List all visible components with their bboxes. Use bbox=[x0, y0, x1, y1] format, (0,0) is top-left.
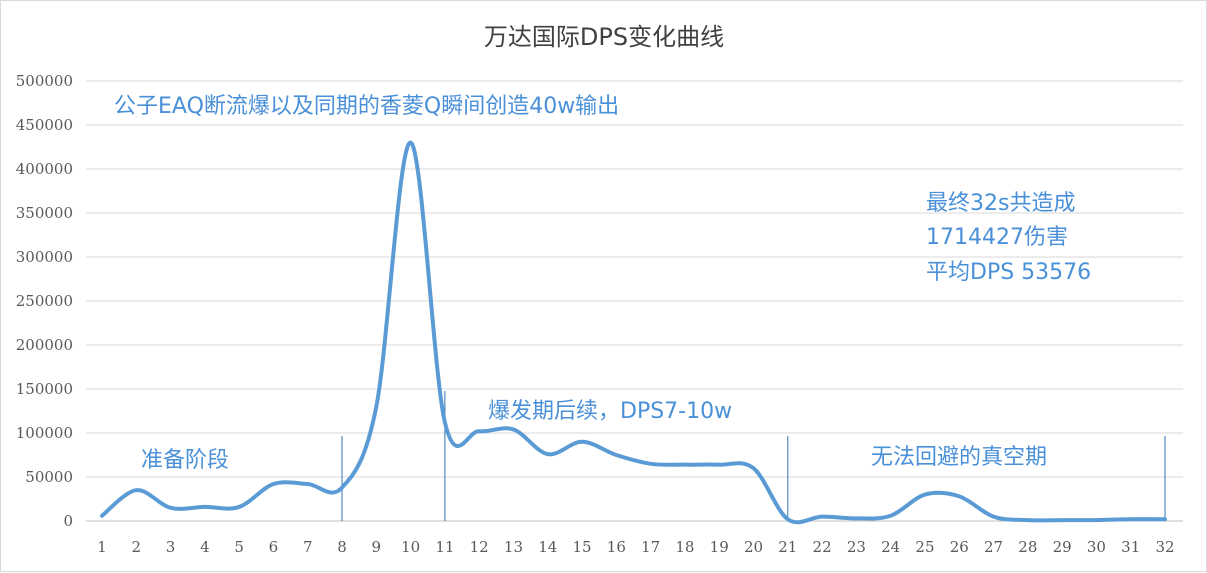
x-tick-label: 14 bbox=[538, 538, 557, 556]
summary-average-dps: 平均DPS 53576 bbox=[926, 260, 1091, 285]
x-tick-label: 11 bbox=[435, 538, 454, 556]
x-tick-label: 29 bbox=[1053, 538, 1072, 556]
dps-data-point bbox=[752, 466, 756, 470]
dps-data-point bbox=[340, 486, 344, 490]
dps-data-point bbox=[1060, 518, 1064, 522]
x-tick-label: 5 bbox=[234, 538, 244, 556]
dps-data-point bbox=[477, 429, 481, 433]
x-tick-label: 13 bbox=[504, 538, 523, 556]
y-tick-label: 200000 bbox=[16, 336, 73, 354]
x-tick-label: 31 bbox=[1121, 538, 1140, 556]
x-tick-label: 9 bbox=[372, 538, 382, 556]
x-tick-label: 17 bbox=[641, 538, 660, 556]
x-tick-label: 21 bbox=[778, 538, 797, 556]
dps-data-point bbox=[169, 506, 173, 510]
y-tick-label: 100000 bbox=[16, 424, 73, 442]
y-tick-label: 500000 bbox=[16, 72, 73, 90]
chart-title: 万达国际DPS变化曲线 bbox=[484, 23, 724, 51]
dps-data-point bbox=[923, 493, 927, 497]
dps-data-point bbox=[820, 515, 824, 519]
dps-data-point bbox=[546, 452, 550, 456]
y-tick-label: 50000 bbox=[25, 468, 73, 486]
x-tick-label: 20 bbox=[744, 538, 763, 556]
y-tick-label: 400000 bbox=[16, 160, 73, 178]
x-tick-label: 6 bbox=[269, 538, 279, 556]
dps-data-point bbox=[854, 516, 858, 520]
dps-data-point bbox=[100, 514, 104, 518]
x-tick-label: 16 bbox=[607, 538, 626, 556]
x-tick-label: 12 bbox=[470, 538, 489, 556]
x-tick-label: 3 bbox=[166, 538, 176, 556]
dps-data-point bbox=[443, 420, 447, 424]
y-axis-ticks: 0 50000 100000 150000 200000 250000 300000 3500… bbox=[16, 72, 73, 530]
x-tick-label: 4 bbox=[200, 538, 210, 556]
dps-data-point bbox=[683, 463, 687, 467]
x-tick-label: 19 bbox=[710, 538, 729, 556]
x-tick-label: 25 bbox=[915, 538, 934, 556]
y-tick-label: 0 bbox=[63, 512, 73, 530]
x-tick-label: 27 bbox=[984, 538, 1003, 556]
x-tick-label: 2 bbox=[132, 538, 142, 556]
x-tick-label: 1 bbox=[97, 538, 107, 556]
x-tick-label: 26 bbox=[950, 538, 969, 556]
dps-data-point bbox=[889, 514, 893, 518]
dps-data-point bbox=[1129, 517, 1133, 521]
x-tick-label: 10 bbox=[401, 538, 420, 556]
dps-data-point bbox=[409, 141, 413, 145]
dps-data-point bbox=[580, 440, 584, 444]
dps-data-point bbox=[786, 517, 790, 521]
dps-data-point bbox=[237, 505, 241, 509]
dps-series-line bbox=[100, 140, 1167, 525]
series-layer bbox=[100, 140, 1167, 525]
dps-data-point bbox=[717, 463, 721, 467]
dps-data-point bbox=[614, 453, 618, 457]
x-tick-label: 7 bbox=[303, 538, 313, 556]
x-tick-label: 30 bbox=[1087, 538, 1106, 556]
grid-layer bbox=[86, 80, 1183, 522]
dps-data-point bbox=[957, 494, 961, 498]
annotation-peak-note: 公子EAQ断流爆以及同期的香菱Q瞬间创造40w输出 bbox=[114, 94, 619, 119]
x-tick-label: 15 bbox=[573, 538, 592, 556]
dps-data-point bbox=[649, 462, 653, 466]
x-tick-label: 32 bbox=[1155, 538, 1174, 556]
annotation-prep-phase: 准备阶段 bbox=[141, 448, 229, 473]
x-tick-label: 22 bbox=[813, 538, 832, 556]
dps-data-point bbox=[374, 405, 378, 409]
y-tick-label: 250000 bbox=[16, 292, 73, 310]
x-axis-ticks: 1 2 3 4 5 6 7 8 9 10 11 12 13 14 15 16 17 18 19 20 21 22 23 24 2… bbox=[97, 538, 1174, 556]
dps-data-point bbox=[1026, 518, 1030, 522]
dps-data-point bbox=[1163, 517, 1167, 521]
x-tick-label: 28 bbox=[1018, 538, 1037, 556]
annotation-vacuum-phase: 无法回避的真空期 bbox=[871, 445, 1047, 470]
y-tick-label: 300000 bbox=[16, 248, 73, 266]
y-tick-label: 150000 bbox=[16, 380, 73, 398]
x-tick-label: 24 bbox=[881, 538, 900, 556]
x-tick-label: 8 bbox=[337, 538, 347, 556]
summary-total-time: 最终32s共造成 bbox=[926, 191, 1075, 216]
annotation-burst-followup: 爆发期后续，DPS7-10w bbox=[488, 399, 732, 424]
x-tick-label: 23 bbox=[847, 538, 866, 556]
dps-data-point bbox=[203, 505, 207, 509]
y-tick-label: 350000 bbox=[16, 204, 73, 222]
dps-data-point bbox=[1094, 518, 1098, 522]
dps-data-point bbox=[511, 427, 515, 431]
x-tick-label: 18 bbox=[675, 538, 694, 556]
y-tick-label: 450000 bbox=[16, 116, 73, 134]
summary-total-damage: 1714427伤害 bbox=[926, 225, 1068, 250]
dps-data-point bbox=[992, 515, 996, 519]
dps-data-point bbox=[271, 482, 275, 486]
dps-data-point bbox=[134, 488, 138, 492]
dps-data-point bbox=[306, 482, 310, 486]
